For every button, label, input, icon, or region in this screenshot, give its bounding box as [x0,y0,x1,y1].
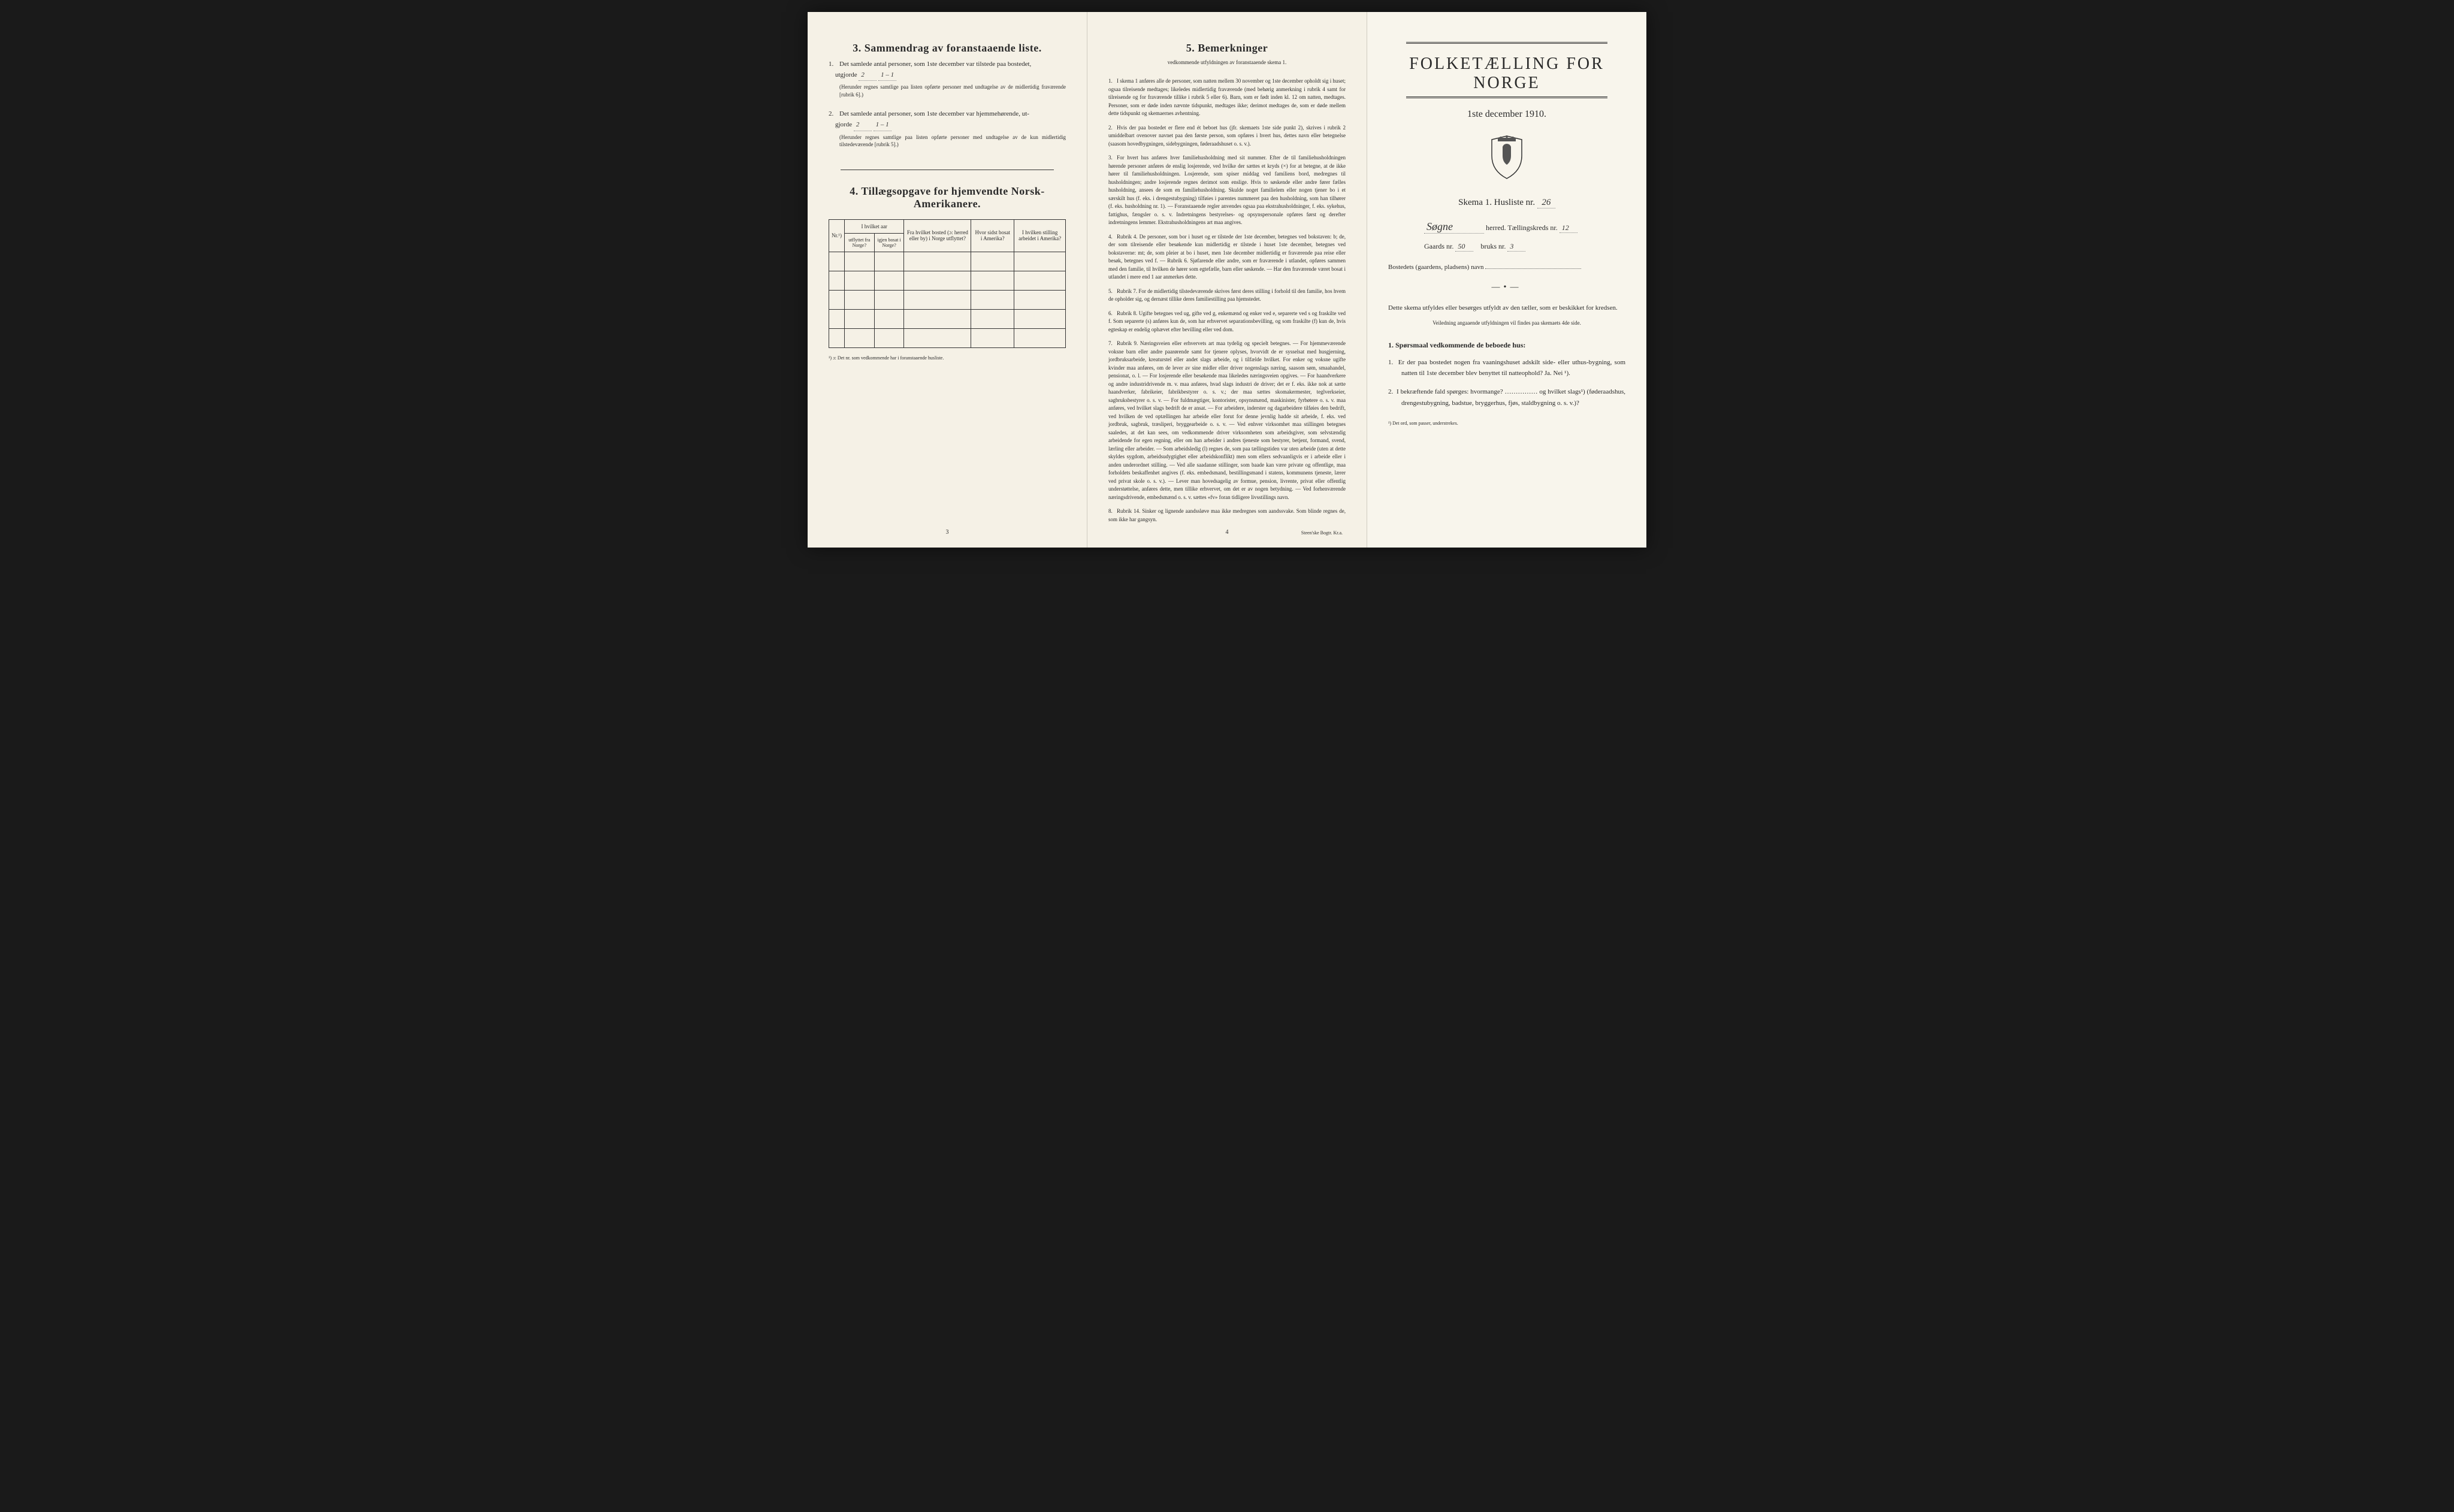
section-5-subtitle: vedkommende utfyldningen av foranstaaend… [1108,59,1346,65]
bruks-value: 3 [1507,242,1525,252]
remark-8: 8.Rubrik 14. Sinker og lignende aandsslø… [1108,507,1346,524]
section-5-title: 5. Bemerkninger [1108,42,1346,55]
th-year: I hvilket aar [844,219,904,233]
instruction-2: Veiledning angaaende utfyldningen vil fi… [1388,320,1625,326]
skema-label: Skema 1. Husliste nr. [1458,198,1535,207]
title-rule-bottom [1406,96,1608,98]
table-body [829,252,1066,347]
gaard-line: Gaards nr. 50 bruks nr. 3 [1388,242,1625,252]
item1-note: (Herunder regnes samtlige paa listen opf… [839,83,1066,98]
item1-value1: 2 [859,70,877,81]
section-3-title: 3. Sammendrag av foranstaaende liste. [829,42,1066,55]
item2-value1: 2 [854,120,872,131]
item2-value2: 1 – 1 [874,120,891,131]
remark-5: 5.Rubrik 7. For de midlertidig tilstedev… [1108,288,1346,304]
table-row [829,290,1066,309]
kreds-value: 12 [1560,223,1577,233]
americans-table: Nr.¹) I hvilket aar Fra hvilket bosted (… [829,219,1066,361]
remark-3: 3.For hvert hus anføres hver familiehush… [1108,154,1346,227]
question-1: 1. Er der paa bostedet nogen fra vaaning… [1388,357,1625,379]
main-title: FOLKETÆLLING FOR NORGE [1388,55,1625,93]
th-america: Hvor sidst bosat i Amerika? [971,219,1014,252]
herred-value: Søgne [1424,220,1484,234]
footnote: ¹) Det ord, som passer, understrekes. [1388,421,1625,426]
table-row [829,252,1066,271]
item1-text: Det samlede antal personer, som 1ste dec… [839,61,1031,68]
page-3: 3. Sammendrag av foranstaaende liste. 1.… [808,12,1087,548]
gaard-label: Gaards nr. [1424,242,1453,250]
th-nr: Nr.¹) [829,219,845,252]
page-number: 3 [808,529,1087,536]
th-position: I hvilken stilling arbeidet i Amerika? [1014,219,1066,252]
remark-1: 1.I skema 1 anføres alle de personer, so… [1108,77,1346,118]
bostedet-value [1485,268,1581,269]
th-emigrated: utflyttet fra Norge? [844,233,874,252]
remark-6: 6.Rubrik 8. Ugifte betegnes ved ug, gift… [1108,310,1346,334]
remark-2: 2.Hvis der paa bostedet er flere end ét … [1108,124,1346,149]
item2-note: (Herunder regnes samtlige paa listen opf… [839,134,1066,149]
section-4-title: 4. Tillægsopgave for hjemvendte Norsk-Am… [829,185,1066,210]
table-footnote: ¹) ɔ: Det nr. som vedkommende har i fora… [829,355,1066,361]
title-rule-top [1406,42,1608,44]
page-4: 5. Bemerkninger vedkommende utfyldningen… [1087,12,1367,548]
th-from: Fra hvilket bosted (ɔ: herred eller by) … [904,219,971,252]
summary-item-1: 1.Det samlede antal personer, som 1ste d… [829,59,1066,98]
census-document: 3. Sammendrag av foranstaaende liste. 1.… [808,12,1646,548]
census-date: 1ste december 1910. [1388,109,1625,120]
th-returned: igjen bosat i Norge? [874,233,904,252]
gaard-value: 50 [1455,242,1473,252]
item2-text: Det samlede antal personer, som 1ste dec… [839,110,1029,117]
herred-line: Søgne herred. Tællingskreds nr. 12 [1388,220,1625,234]
remark-4: 4.Rubrik 4. De personer, som bor i huset… [1108,233,1346,282]
skema-value: 26 [1537,198,1555,208]
item1-prefix: utgjorde [835,71,857,78]
instruction-1: Dette skema utfyldes eller besørges utfy… [1388,303,1625,314]
summary-item-2: 2.Det samlede antal personer, som 1ste d… [829,109,1066,148]
question-2: 2. I bekræftende fald spørges: hvormange… [1388,386,1625,409]
bostedet-label: Bostedets (gaardens, pladsens) navn [1388,264,1483,271]
question-header: 1. Spørsmaal vedkommende de beboede hus: [1388,341,1625,350]
remark-7: 7.Rubrik 9. Næringsveien eller erhvervet… [1108,340,1346,501]
herred-label: herred. Tællingskreds nr. [1486,223,1558,232]
item1-value2: 1 – 1 [878,70,896,81]
page-1-cover: FOLKETÆLLING FOR NORGE 1ste december 191… [1367,12,1646,548]
bostedet-line: Bostedets (gaardens, pladsens) navn [1388,264,1625,271]
coat-of-arms-icon [1388,135,1625,183]
ornament-icon: ―•― [1388,283,1625,292]
item2-prefix: gjorde [835,121,852,128]
bruks-label: bruks nr. [1480,242,1506,250]
table-row [829,271,1066,290]
printer-mark: Steen'ske Bogtr. Kr.a. [1301,530,1343,536]
skema-line: Skema 1. Husliste nr. 26 [1388,198,1625,208]
table-row [829,309,1066,328]
table-row [829,328,1066,347]
